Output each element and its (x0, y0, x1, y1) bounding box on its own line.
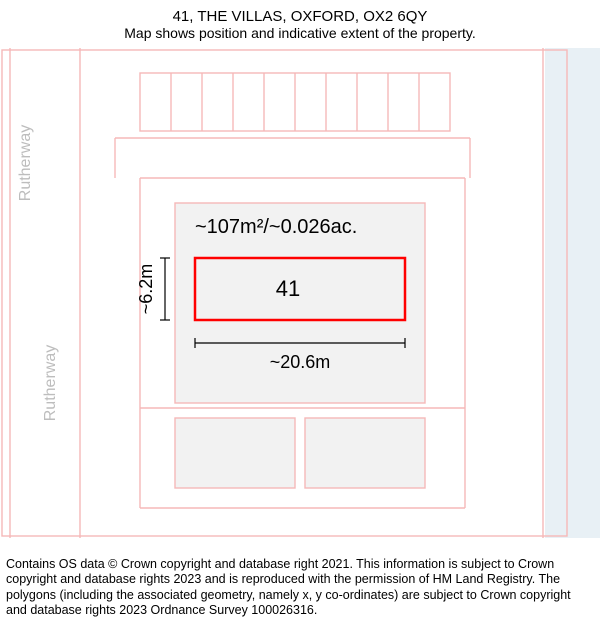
area-label: ~107m²/~0.026ac. (195, 216, 357, 238)
road-label-1: Rutherway (17, 125, 34, 201)
dim-height-bracket (160, 258, 170, 320)
header: 41, THE VILLAS, OXFORD, OX2 6QY Map show… (0, 0, 600, 45)
footer-copyright: Contains OS data © Crown copyright and d… (6, 557, 594, 620)
parking-bays (140, 73, 450, 131)
building-footprints (175, 203, 425, 488)
page-title: 41, THE VILLAS, OXFORD, OX2 6QY (10, 8, 590, 25)
map-area: ~107m²/~0.026ac. 41 ~20.6m ~6.2m Rutherw… (0, 48, 600, 538)
page-subtitle: Map shows position and indicative extent… (10, 25, 590, 41)
map-svg: ~107m²/~0.026ac. 41 ~20.6m ~6.2m Rutherw… (0, 48, 600, 538)
property-number: 41 (276, 276, 300, 301)
water-band (545, 48, 600, 538)
width-label: ~20.6m (270, 352, 331, 372)
height-label: ~6.2m (136, 264, 156, 315)
road-label-2: Rutherway (42, 345, 59, 421)
